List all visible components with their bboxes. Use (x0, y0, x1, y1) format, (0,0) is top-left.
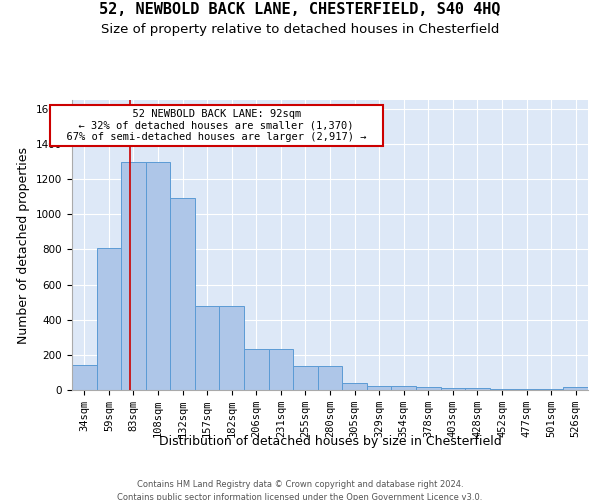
Text: Distribution of detached houses by size in Chesterfield: Distribution of detached houses by size … (158, 435, 502, 448)
Bar (563, 388, 588, 390)
Bar (490, 389, 514, 390)
Bar (416, 388, 440, 390)
Bar (244, 348, 269, 390)
Bar (342, 383, 367, 390)
Bar (72, 366, 97, 390)
Text: Size of property relative to detached houses in Chesterfield: Size of property relative to detached ho… (101, 22, 499, 36)
Bar (440, 388, 465, 390)
Bar (97, 248, 121, 390)
Text: Contains HM Land Registry data © Crown copyright and database right 2024.
Contai: Contains HM Land Registry data © Crown c… (118, 480, 482, 500)
Text: 52 NEWBOLD BACK LANE: 92sqm  
  ← 32% of detached houses are smaller (1,370)  
 : 52 NEWBOLD BACK LANE: 92sqm ← 32% of det… (54, 108, 379, 142)
Bar (220, 306, 244, 390)
Bar (195, 306, 220, 390)
Bar (539, 389, 563, 390)
Bar (170, 198, 195, 390)
Bar (318, 366, 342, 390)
Bar (391, 386, 416, 390)
Bar (146, 162, 170, 390)
Bar (121, 162, 146, 390)
Text: 52, NEWBOLD BACK LANE, CHESTERFIELD, S40 4HQ: 52, NEWBOLD BACK LANE, CHESTERFIELD, S40… (99, 2, 501, 18)
Bar (465, 388, 490, 390)
Bar (293, 366, 318, 390)
Bar (269, 348, 293, 390)
Bar (367, 386, 391, 390)
Bar (514, 389, 539, 390)
Y-axis label: Number of detached properties: Number of detached properties (17, 146, 31, 344)
